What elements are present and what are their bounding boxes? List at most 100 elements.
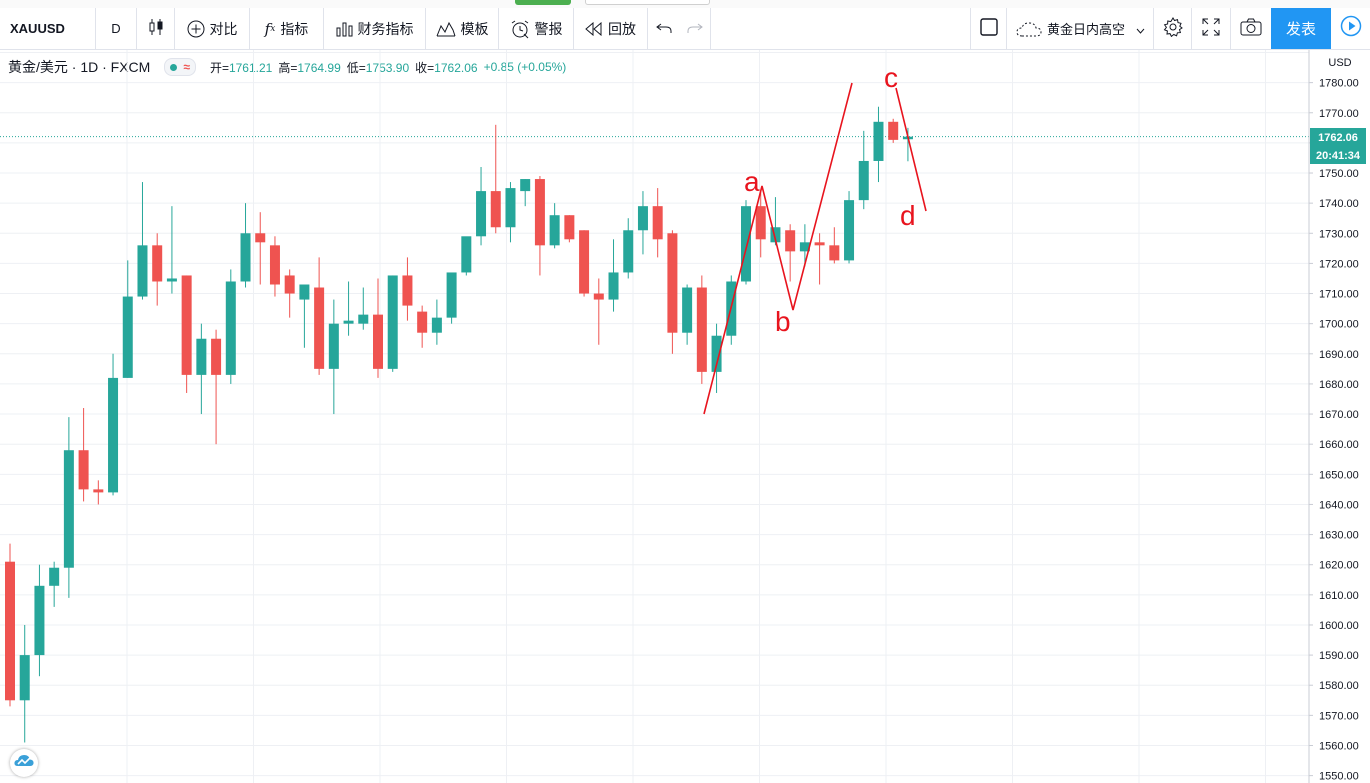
layout-menu-button[interactable]: 黄金日内高空 bbox=[1007, 8, 1154, 49]
candle-body bbox=[696, 287, 707, 372]
replay-button[interactable]: 回放 bbox=[574, 8, 648, 49]
camera-icon bbox=[1240, 18, 1262, 39]
candle-body bbox=[387, 275, 398, 369]
price-chart[interactable]: a b c d 1780.001770.001760.001750.001740… bbox=[0, 50, 1370, 783]
candle-body bbox=[446, 272, 457, 318]
financials-button[interactable]: 财务指标 bbox=[324, 8, 426, 49]
candle-body bbox=[741, 206, 751, 282]
candle-body bbox=[799, 242, 810, 252]
candle-body bbox=[667, 233, 678, 333]
alert-label: 警报 bbox=[534, 20, 563, 37]
candle-body bbox=[608, 272, 619, 300]
price-tick-label: 1680.00 bbox=[1319, 379, 1359, 391]
alert-button[interactable]: 警报 bbox=[499, 8, 574, 49]
candle-body bbox=[299, 284, 310, 300]
countdown-label: 20:41:34 bbox=[1316, 150, 1361, 162]
price-tick-label: 1720.00 bbox=[1319, 258, 1359, 270]
price-tick-label: 1570.00 bbox=[1319, 710, 1359, 722]
rewind-icon bbox=[585, 21, 603, 36]
candle-body bbox=[505, 188, 516, 228]
last-price-box bbox=[1310, 128, 1366, 146]
candle-body bbox=[844, 200, 855, 261]
candle-body bbox=[785, 230, 796, 252]
candle-body bbox=[137, 245, 148, 297]
candle-body bbox=[476, 191, 487, 237]
market-open-dot-icon bbox=[170, 63, 178, 71]
settings-button[interactable] bbox=[1154, 8, 1192, 49]
price-tick-label: 1770.00 bbox=[1319, 108, 1359, 120]
candle-body bbox=[240, 233, 251, 282]
legend-open: 开=1761.21 bbox=[209, 60, 273, 75]
square-icon bbox=[979, 18, 998, 39]
chart-legend: 黄金/美元 · 1D · FXCM ≈ 开=1761.21 高=1764.99 … bbox=[8, 58, 572, 76]
price-tick-label: 1700.00 bbox=[1319, 319, 1359, 331]
candle-body bbox=[373, 314, 383, 369]
candles-icon bbox=[148, 18, 164, 39]
redo-button[interactable] bbox=[680, 8, 711, 49]
interval-button[interactable]: D bbox=[96, 8, 137, 49]
fullscreen-button[interactable] bbox=[1192, 8, 1231, 49]
candle-body bbox=[225, 281, 236, 375]
market-status-pill[interactable]: ≈ bbox=[164, 58, 196, 76]
legend-title: 黄金/美元 · 1D · FXCM bbox=[8, 59, 151, 75]
compare-button[interactable]: 对比 bbox=[175, 8, 250, 49]
publish-button[interactable]: 发表 bbox=[1271, 8, 1331, 49]
price-tick-label: 1650.00 bbox=[1319, 469, 1359, 481]
candle-body bbox=[166, 278, 177, 282]
price-tick-label: 1560.00 bbox=[1319, 740, 1359, 752]
candle-body bbox=[814, 242, 825, 246]
candle-body bbox=[534, 179, 545, 246]
redo-icon bbox=[687, 21, 703, 37]
undo-icon bbox=[656, 21, 672, 37]
top-strip-green-tab bbox=[515, 0, 571, 5]
play-button[interactable] bbox=[1331, 8, 1370, 49]
top-strip-tab bbox=[585, 0, 710, 5]
templates-button[interactable]: 模板 bbox=[426, 8, 499, 49]
snapshot-button[interactable] bbox=[1231, 8, 1271, 49]
legend-close: 收=1762.06 bbox=[415, 60, 478, 75]
currency-label: USD bbox=[1328, 57, 1351, 69]
candle-body bbox=[314, 287, 325, 369]
chevron-down-icon bbox=[1136, 21, 1145, 37]
chart-type-button[interactable] bbox=[137, 8, 175, 49]
candle-body bbox=[255, 233, 266, 243]
play-circle-icon bbox=[1340, 15, 1362, 42]
top-strip bbox=[0, 0, 1370, 8]
candle-body bbox=[181, 275, 192, 375]
candle-body bbox=[490, 191, 501, 228]
wave-label-b: b bbox=[775, 306, 791, 337]
candle-body bbox=[564, 215, 575, 240]
compare-label: 对比 bbox=[209, 20, 238, 37]
publish-label: 发表 bbox=[1285, 21, 1316, 38]
wave-label-a: a bbox=[744, 166, 760, 197]
wave-label-d: d bbox=[900, 200, 916, 231]
interval-label: D bbox=[111, 21, 121, 36]
candle-body bbox=[402, 275, 413, 306]
candle-body bbox=[593, 293, 604, 300]
cloud-logo-icon bbox=[14, 754, 34, 772]
candle-body bbox=[711, 335, 722, 372]
candle-body bbox=[755, 206, 766, 240]
candle-body bbox=[49, 567, 60, 586]
candle-body bbox=[63, 450, 74, 568]
alarm-clock-icon bbox=[510, 19, 530, 39]
candle-body bbox=[19, 655, 30, 701]
price-axis-bg bbox=[1309, 50, 1370, 783]
template-icon bbox=[436, 21, 456, 37]
expand-icon bbox=[1202, 18, 1220, 39]
candle-body bbox=[417, 311, 428, 333]
price-tick-label: 1550.00 bbox=[1319, 771, 1359, 783]
undo-button[interactable] bbox=[648, 8, 680, 49]
price-tick-label: 1620.00 bbox=[1319, 560, 1359, 572]
fullscreen-toggle-button[interactable] bbox=[971, 8, 1007, 49]
candle-body bbox=[5, 561, 15, 701]
price-tick-label: 1610.00 bbox=[1319, 590, 1359, 602]
templates-label: 模板 bbox=[460, 20, 489, 37]
candle-body bbox=[34, 585, 45, 656]
legend-high: 高=1764.99 bbox=[278, 60, 341, 75]
candle-body bbox=[637, 206, 648, 231]
symbol-search-button[interactable]: XAUUSD bbox=[0, 8, 96, 49]
tradingview-logo[interactable] bbox=[10, 749, 38, 777]
